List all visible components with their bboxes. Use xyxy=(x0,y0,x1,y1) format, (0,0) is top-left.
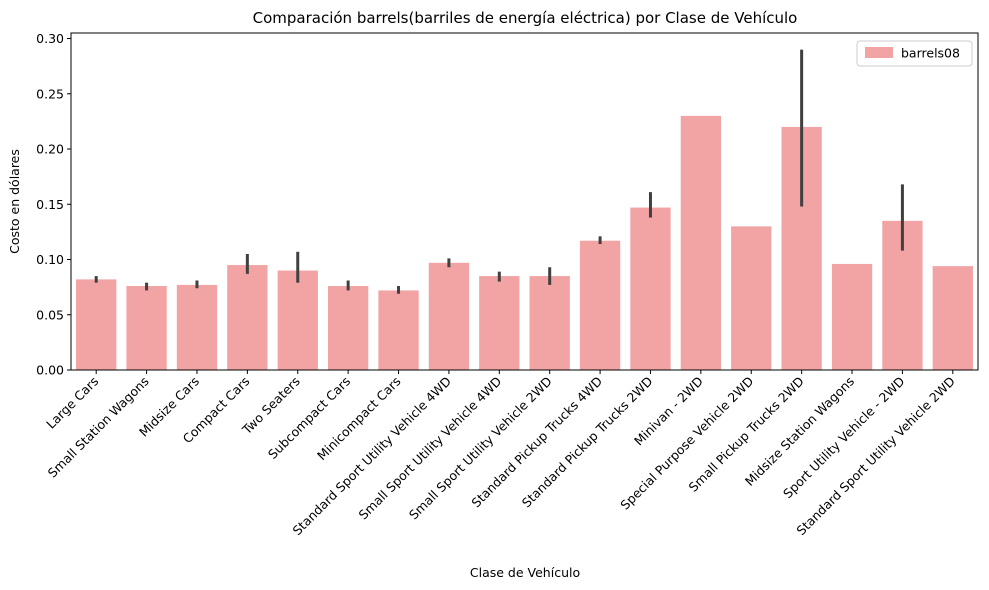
chart-title: Comparación barrels(barriles de energía … xyxy=(253,9,798,27)
y-tick-label: 0.00 xyxy=(36,363,64,378)
y-tick-label: 0.30 xyxy=(36,31,64,46)
bar xyxy=(227,265,268,370)
plot-area: 0.00 0.05 0.10 0.15 0.20 0.25 0.30 Large CarsS… xyxy=(36,31,979,538)
x-tick-label: Small Station Wagons xyxy=(45,374,152,481)
bar xyxy=(579,240,621,370)
bar xyxy=(378,290,419,370)
bar xyxy=(731,226,772,370)
bar xyxy=(479,276,520,370)
legend-swatch xyxy=(865,47,893,58)
bar xyxy=(126,286,167,370)
y-tick-label: 0.15 xyxy=(36,197,64,212)
x-tick-label: Minicompact Cars xyxy=(314,374,404,464)
bar xyxy=(176,284,218,370)
y-axis-title: Costo en dólares xyxy=(7,149,22,254)
bar xyxy=(529,276,570,370)
bar xyxy=(327,286,369,370)
y-tick-label: 0.10 xyxy=(36,252,64,267)
y-tick-label: 0.05 xyxy=(36,307,64,322)
bar xyxy=(76,279,117,370)
legend-label: barrels08 xyxy=(901,46,960,61)
bar xyxy=(680,115,722,370)
error-bars-group xyxy=(94,49,904,294)
y-tick-label: 0.20 xyxy=(36,142,64,157)
bar xyxy=(428,262,470,370)
bar xyxy=(630,207,671,370)
bar xyxy=(831,263,873,370)
plot-frame xyxy=(70,32,979,371)
x-axis-title: Clase de Vehículo xyxy=(470,565,580,580)
legend: barrels08 xyxy=(856,40,973,67)
bar xyxy=(277,270,318,370)
bar xyxy=(932,266,973,370)
bars-group xyxy=(76,115,973,370)
y-tick-label: 0.25 xyxy=(36,86,64,101)
y-axis: 0.00 0.05 0.10 0.15 0.20 0.25 0.30 xyxy=(36,31,71,378)
